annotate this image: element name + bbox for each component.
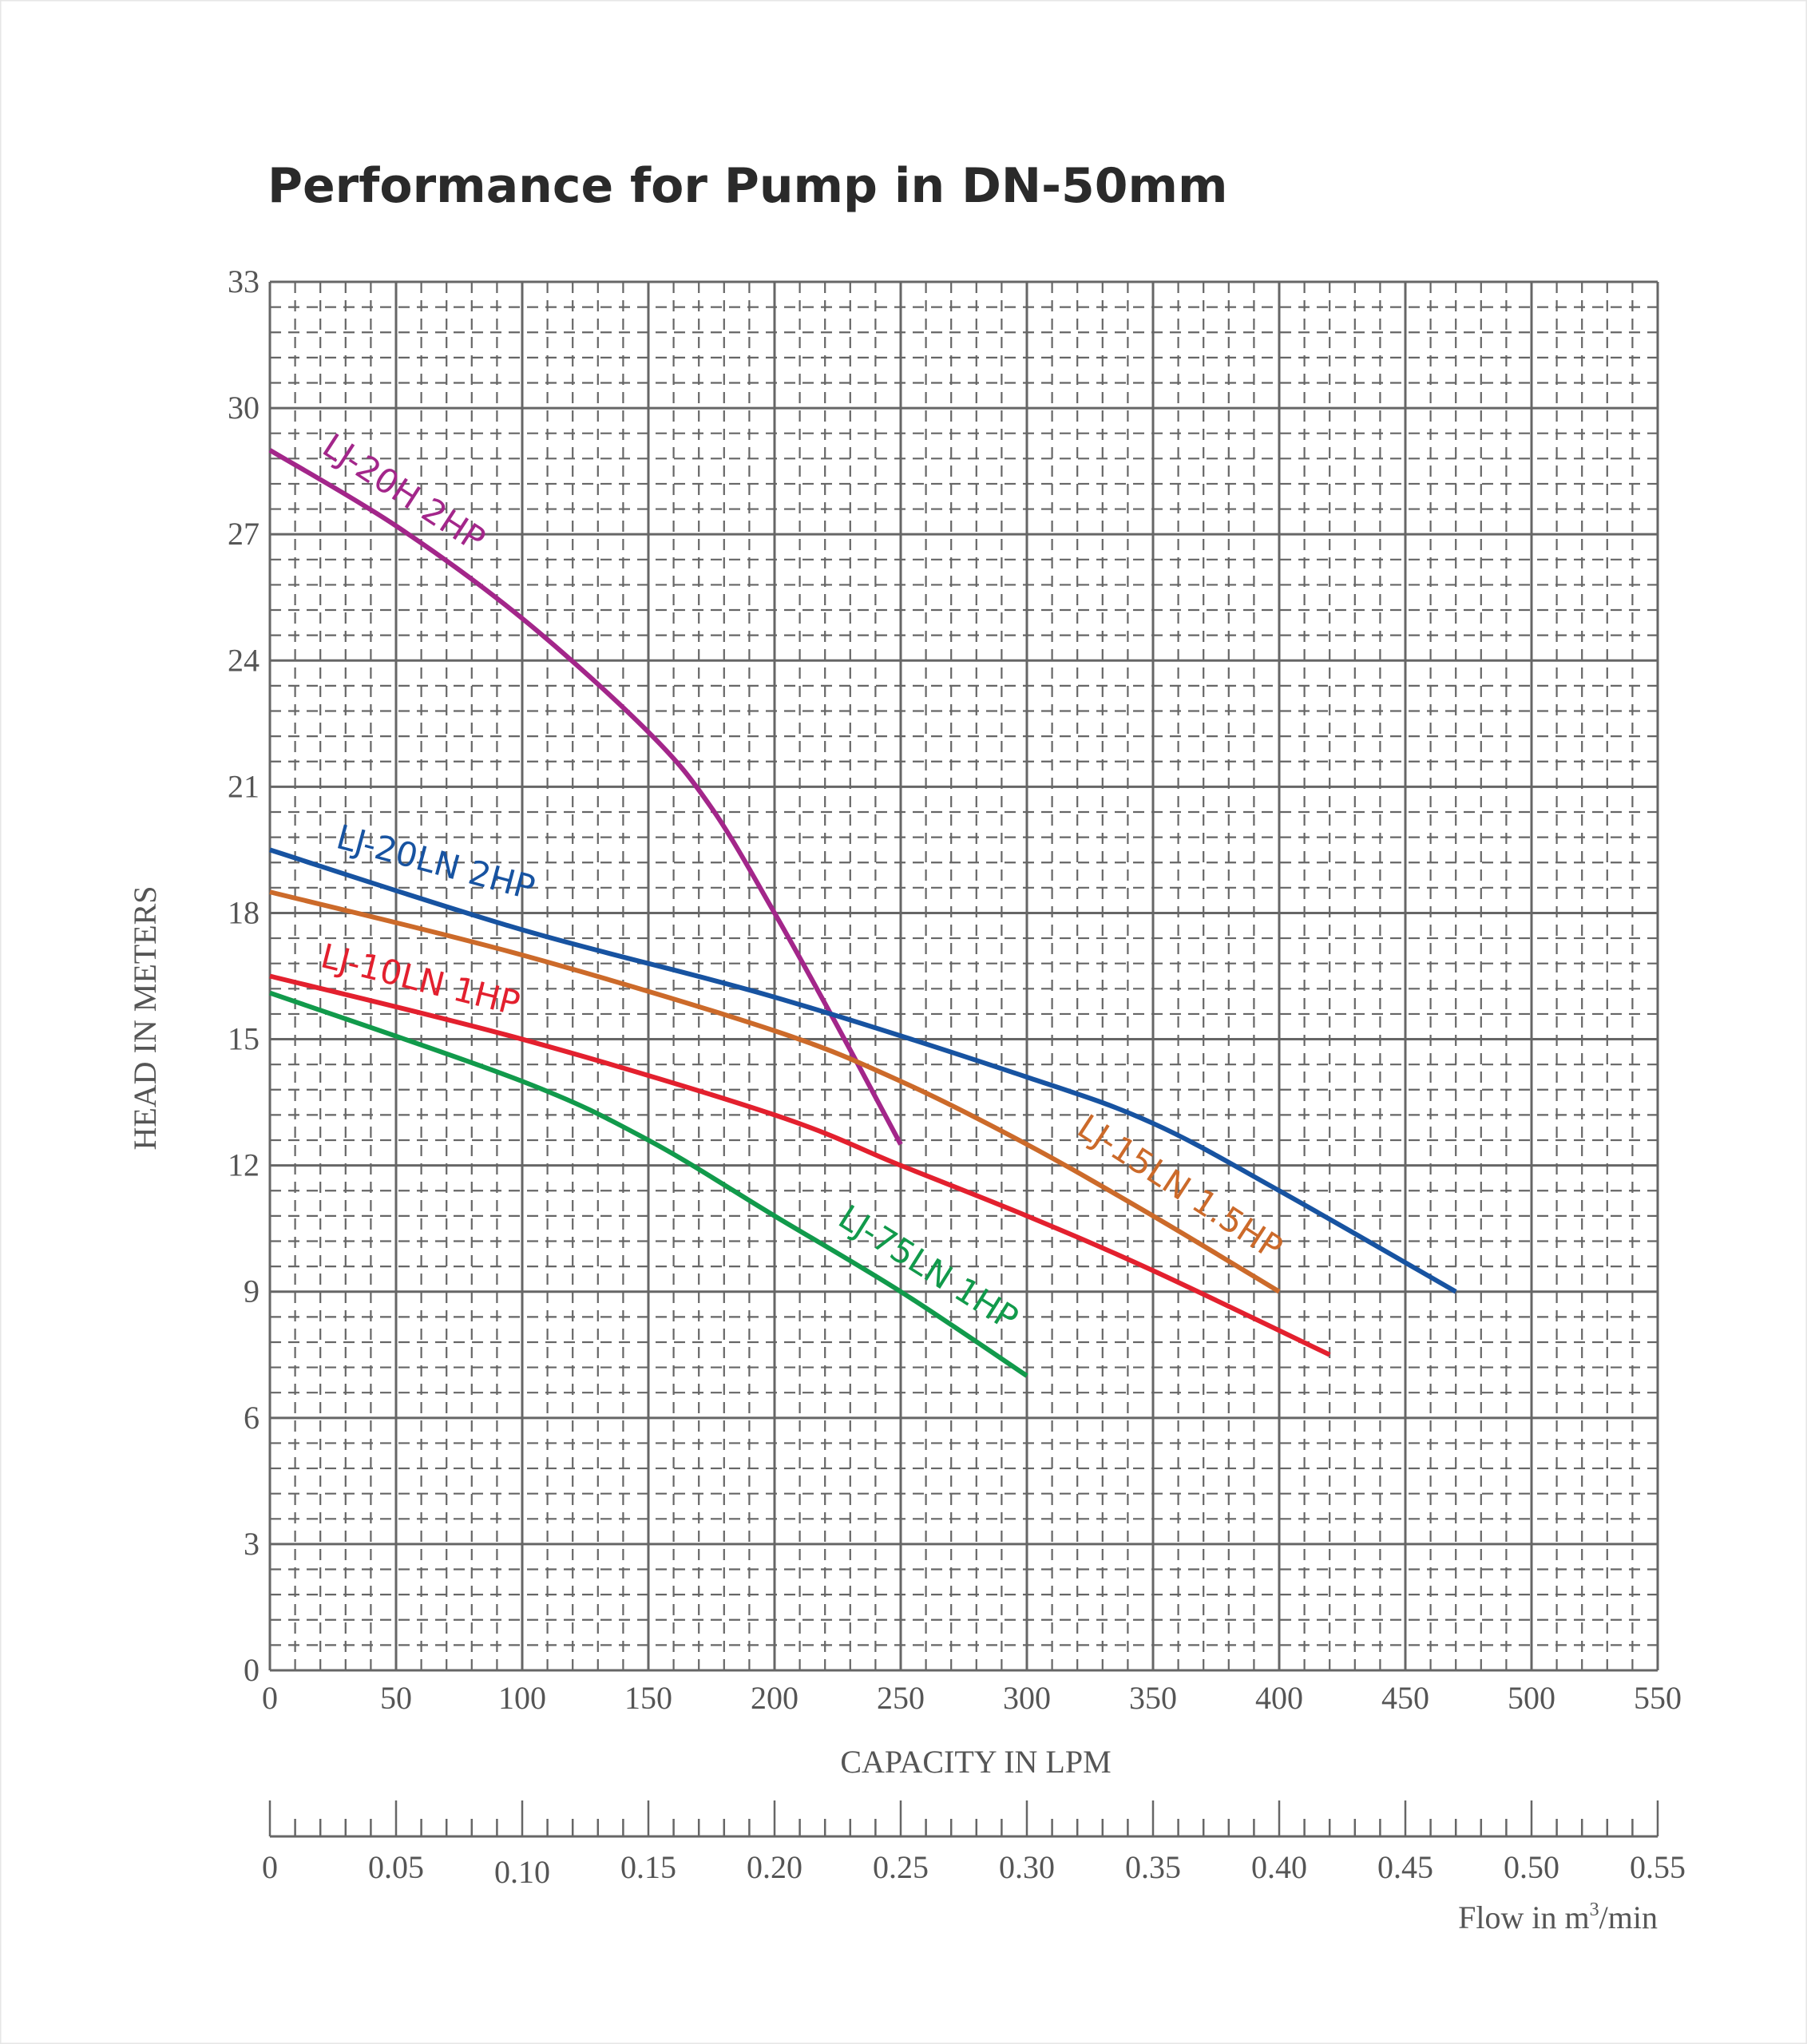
secondary-x-axis-label: Flow in m3/min: [1458, 1899, 1658, 1935]
y-tick-label: 3: [244, 1526, 260, 1562]
secondary-x-tick-label: 0.35: [1125, 1849, 1181, 1885]
y-tick-label: 21: [228, 768, 260, 804]
secondary-x-tick-label: 0.20: [747, 1849, 802, 1885]
y-tick-label: 9: [244, 1274, 260, 1309]
grid: [268, 280, 1659, 1672]
x-tick-label: 300: [1003, 1680, 1051, 1716]
secondary-x-tick-label: 0.10: [494, 1854, 550, 1890]
secondary-x-tick-label: 0.30: [999, 1849, 1055, 1885]
x-tick-label: 50: [380, 1680, 412, 1716]
axis-ticks: 0 50 100 150 200 250 300 350 400 450 500 5500369121…: [228, 263, 1686, 1890]
y-tick-label: 33: [228, 263, 260, 299]
x-tick-label: 500: [1508, 1680, 1555, 1716]
series-line: [269, 847, 1457, 1294]
x-tick-label: 100: [498, 1680, 546, 1716]
y-tick-label: 15: [228, 1021, 260, 1057]
secondary-x-tick-label: 0: [262, 1849, 278, 1885]
y-tick-label: 30: [228, 390, 260, 426]
secondary-x-tick-label: 0.50: [1504, 1849, 1559, 1885]
y-tick-label: 6: [244, 1400, 260, 1436]
x-tick-label: 400: [1255, 1680, 1303, 1716]
secondary-x-tick-label: 0.40: [1251, 1849, 1307, 1885]
x-tick-label: 450: [1381, 1680, 1429, 1716]
x-tick-label: 150: [624, 1680, 672, 1716]
y-tick-label: 12: [228, 1147, 260, 1183]
series-line: [268, 448, 903, 1146]
y-tick-label: 18: [228, 894, 260, 930]
x-tick-label: 200: [751, 1680, 798, 1716]
x-tick-label: 250: [877, 1680, 925, 1716]
x-tick-label: 550: [1634, 1680, 1682, 1716]
chart-title: Performance for Pump in DN-50mm: [267, 158, 1228, 214]
secondary-x-tick-label: 0.25: [873, 1849, 929, 1885]
secondary-x-tick-label: 0.15: [620, 1849, 676, 1885]
y-tick-label: 24: [228, 642, 260, 678]
x-tick-label: 0: [262, 1680, 278, 1716]
y-tick-label: 0: [244, 1652, 260, 1688]
secondary-x-tick-label: 0.45: [1377, 1849, 1433, 1885]
x-tick-label: 350: [1129, 1680, 1177, 1716]
series-line: [269, 973, 1331, 1357]
y-axis-label: HEAD IN METERS: [127, 885, 163, 1150]
secondary-x-tick-label: 0.55: [1630, 1849, 1686, 1885]
x-axis-label: CAPACITY IN LPM: [840, 1744, 1111, 1780]
series-line: [269, 990, 1028, 1378]
secondary-x-tick-label: 0.05: [368, 1849, 424, 1885]
series-line: [269, 889, 1281, 1294]
y-tick-label: 27: [228, 516, 260, 552]
